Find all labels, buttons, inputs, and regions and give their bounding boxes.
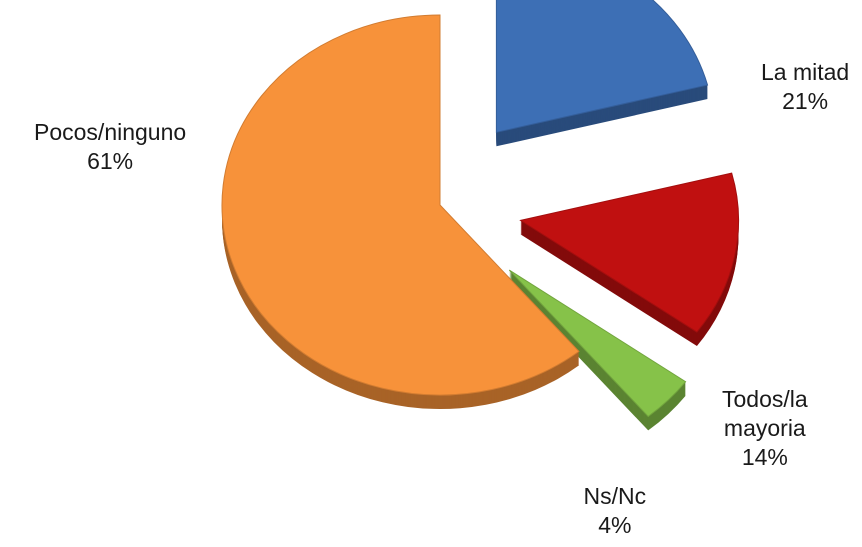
label-text: Ns/Nc: [583, 483, 647, 509]
label-value: 14%: [741, 444, 788, 470]
slice-pocos-ninguno: [221, 14, 580, 396]
label-pocos-ninguno: Pocos/ninguno 61%: [34, 118, 186, 176]
label-text: Pocos/ninguno: [34, 119, 187, 145]
label-la-mitad: La mitad 21%: [761, 58, 849, 116]
slice-la-mitad: [495, 0, 709, 133]
label-todos-la-mayoria: Todos/la mayoria 14%: [722, 385, 808, 472]
label-text: Todos/la: [722, 386, 808, 412]
label-value: 4%: [598, 512, 632, 538]
label-text: La mitad: [761, 59, 850, 85]
slice-todos-la-mayoria: [519, 172, 739, 333]
label-text: mayoria: [723, 415, 806, 441]
label-value: 21%: [782, 88, 829, 114]
label-ns-nc: Ns/Nc 4%: [584, 482, 647, 540]
label-value: 61%: [87, 148, 134, 174]
slice-ns-nc: [508, 269, 687, 418]
pie-tops: [221, 0, 739, 418]
